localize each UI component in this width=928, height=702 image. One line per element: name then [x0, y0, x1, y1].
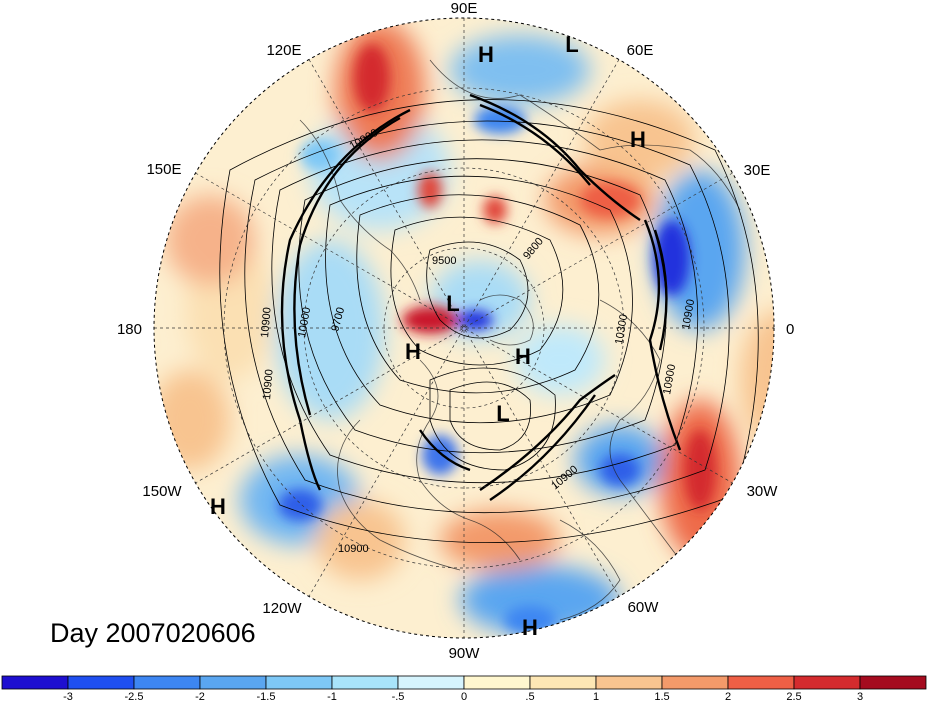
lon-label-180: 180 — [117, 321, 142, 338]
colorbar-tick-label: 2.5 — [786, 691, 801, 702]
lon-label-60e: 60E — [627, 42, 654, 59]
jet-contours — [280, 93, 682, 501]
high-pressure-marker: H — [478, 42, 494, 67]
colorbar-tick-label: -1.5 — [257, 691, 276, 702]
colorbar-swatch — [1, 675, 69, 690]
contour-label: 10900 — [680, 298, 697, 330]
colorbar-tick-label: 1 — [593, 691, 599, 702]
map-boundary — [153, 17, 775, 639]
contour-label: 10900 — [338, 543, 369, 555]
colorbar-tick-label: 2 — [725, 691, 731, 702]
colorbar-tick-label: 1.5 — [654, 691, 669, 702]
longitude-labels: 90E 60E 30E 0 30W 60W 90W 120W 150W 180 … — [117, 0, 794, 662]
colorbar: -3 -2.5 -2 -1.5 -1 -.5 0 .5 1 1.5 2 2.5 3 — [1, 675, 927, 702]
colorbar-tick-label: -1 — [327, 691, 337, 702]
low-pressure-marker: L — [496, 401, 509, 426]
colorbar-swatch — [331, 675, 399, 690]
colorbar-tick-label: .5 — [525, 691, 534, 702]
high-pressure-marker: H — [522, 615, 538, 640]
lon-label-90w: 90W — [449, 645, 481, 662]
colorbar-tick-label: -3 — [63, 691, 73, 702]
colorbar-swatch — [859, 675, 927, 690]
lon-label-60w: 60W — [628, 599, 660, 616]
colorbar-swatch — [595, 675, 663, 690]
colorbar-swatch — [529, 675, 597, 690]
contour-label: 9500 — [432, 255, 456, 267]
high-pressure-marker: H — [405, 339, 421, 364]
high-pressure-marker: H — [210, 494, 226, 519]
contour-label: 10000 — [296, 306, 313, 338]
low-pressure-marker: L — [446, 291, 459, 316]
colorbar-tick-label: -2.5 — [125, 691, 144, 702]
colorbar-tick-label: 3 — [857, 691, 863, 702]
lon-label-90e: 90E — [451, 0, 478, 17]
lon-label-120e: 120E — [266, 42, 301, 59]
colorbar-tick-label: 0 — [461, 691, 467, 702]
lon-label-30e: 30E — [744, 162, 771, 179]
coastlines — [299, 59, 741, 621]
colorbar-tick-label: -.5 — [392, 691, 405, 702]
lon-label-150w: 150W — [142, 483, 182, 500]
contour-label: 10900 — [259, 307, 274, 339]
high-pressure-marker: H — [630, 127, 646, 152]
lon-label-120w: 120W — [262, 600, 302, 617]
colorbar-swatch — [727, 675, 795, 690]
low-pressure-marker: L — [565, 32, 578, 57]
colorbar-swatch — [661, 675, 729, 690]
high-pressure-marker: H — [515, 344, 531, 369]
colorbar-swatch — [265, 675, 333, 690]
colorbar-swatch — [793, 675, 861, 690]
anomaly-field — [154, 18, 774, 638]
graticule — [154, 18, 774, 638]
lon-label-0: 0 — [786, 321, 794, 338]
colorbar-swatch — [133, 675, 201, 690]
lon-label-150e: 150E — [146, 161, 181, 178]
colorbar-swatch — [67, 675, 135, 690]
contour-label: 10900 — [661, 363, 678, 395]
colorbar-swatch — [397, 675, 465, 690]
colorbar-swatch — [199, 675, 267, 690]
contour-label: 10300 — [613, 313, 630, 345]
day-label: Day 2007020606 — [50, 618, 256, 648]
pressure-system-markers: H L H L H H L H H — [210, 32, 646, 640]
lon-label-30w: 30W — [747, 483, 779, 500]
colorbar-swatch — [463, 675, 531, 690]
contour-label: 10900 — [261, 369, 276, 401]
colorbar-tick-label: -2 — [195, 691, 205, 702]
